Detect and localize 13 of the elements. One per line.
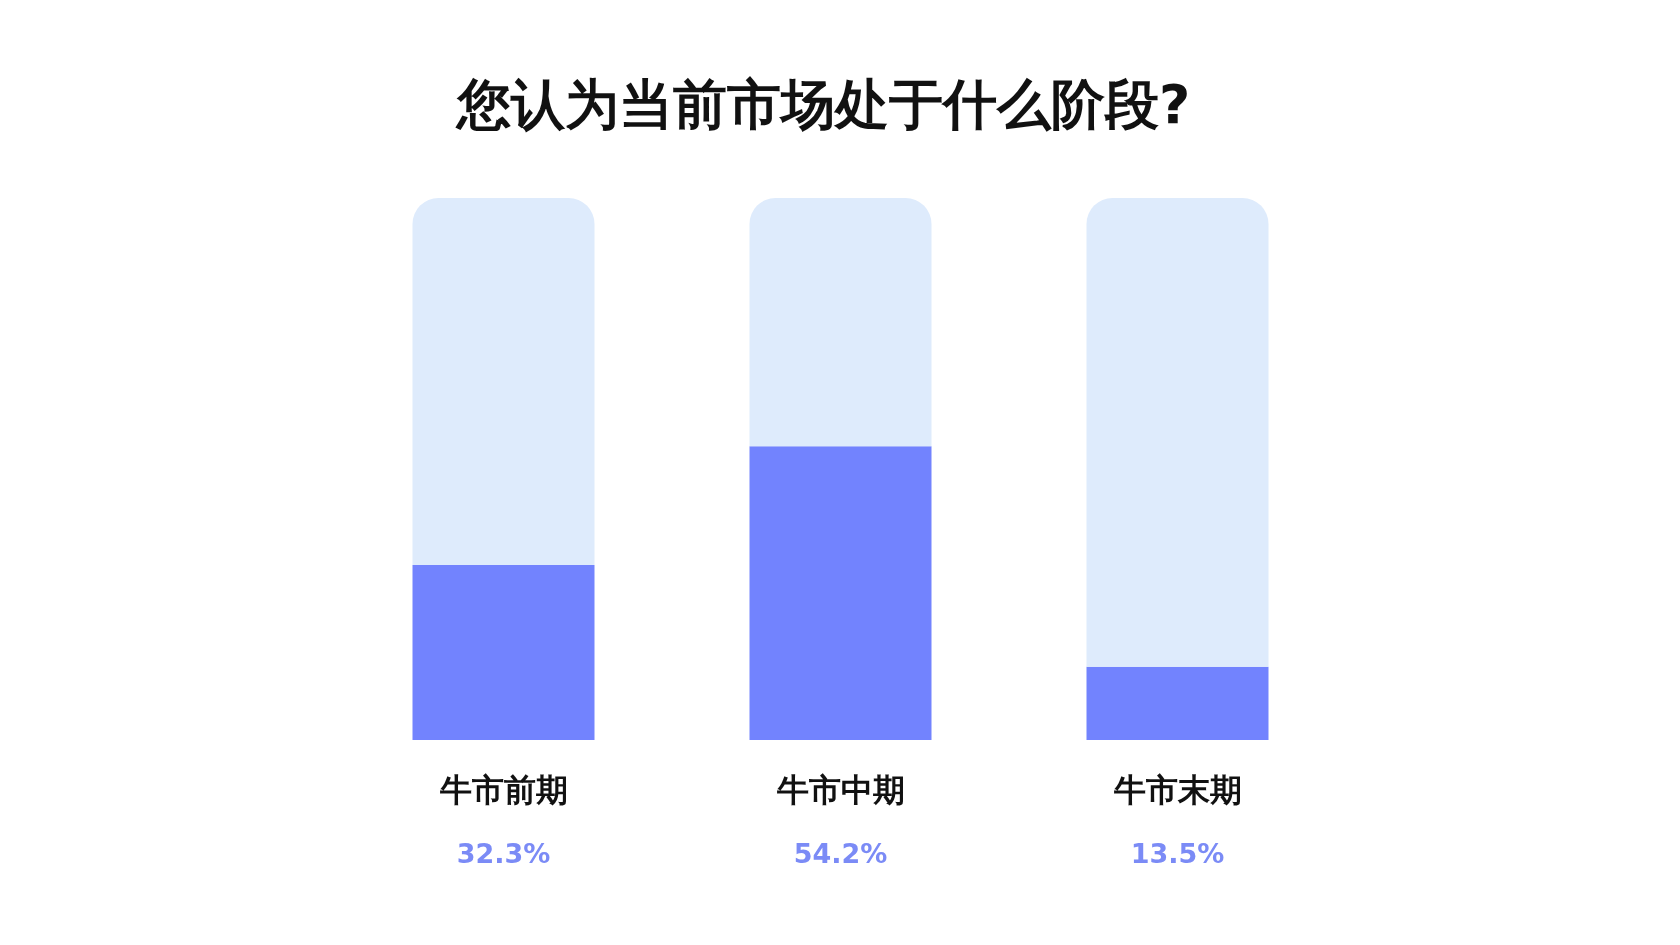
x-tick-label: 牛市末期 [1112,771,1242,809]
data-label: 32.3% [456,838,551,869]
x-tick-label: 牛市前期 [438,771,568,809]
data-label: 13.5% [1130,838,1225,869]
bar [749,198,932,447]
x-tick-label: 牛市中期 [775,771,905,809]
bar [1086,666,1269,740]
bar [1086,198,1269,667]
bar [749,446,932,740]
data-label: 54.2% [793,838,888,869]
chart-title: 您认为当前市场处于什么阶段? [455,72,1191,136]
bar [412,564,595,740]
bar [412,198,595,565]
